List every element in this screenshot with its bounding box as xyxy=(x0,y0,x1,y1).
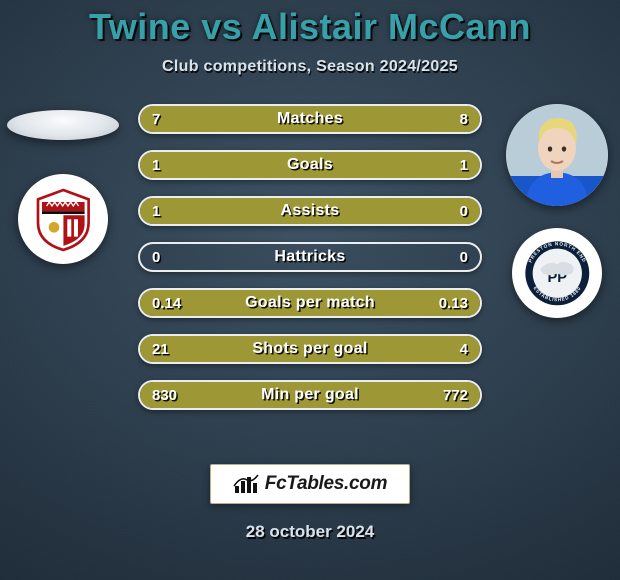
player-left-photo xyxy=(7,110,119,140)
brand-badge: FcTables.com xyxy=(210,464,410,504)
player-left-column xyxy=(8,104,118,264)
stat-label: Assists xyxy=(140,198,480,224)
footer: FcTables.com 28 october 2024 xyxy=(0,464,620,542)
date-text: 28 october 2024 xyxy=(246,522,375,542)
player-right-column: PP PRESTON NORTH END ESTABLISHED 1880 xyxy=(502,104,612,318)
bars-icon xyxy=(233,473,259,495)
club-crest-right: PP PRESTON NORTH END ESTABLISHED 1880 xyxy=(512,228,602,318)
bristol-city-crest-icon xyxy=(30,186,97,253)
comparison-card: Twine vs Alistair McCann Club competitio… xyxy=(0,0,620,580)
stat-label: Matches xyxy=(140,106,480,132)
stat-row: 830772Min per goal xyxy=(138,380,482,410)
stat-bars: 78Matches 11Goals 10Assists 00Hattricks 0.14… xyxy=(138,104,482,426)
stat-label: Goals per match xyxy=(140,290,480,316)
stat-label: Shots per goal xyxy=(140,336,480,362)
subtitle: Club competitions, Season 2024/2025 xyxy=(0,58,620,76)
stat-label: Hattricks xyxy=(140,244,480,270)
stat-label: Goals xyxy=(140,152,480,178)
brand-text: FcTables.com xyxy=(265,473,387,495)
stats-area: PP PRESTON NORTH END ESTABLISHED 1880 78… xyxy=(0,104,620,424)
stat-row: 10Assists xyxy=(138,196,482,226)
stat-label: Min per goal xyxy=(140,382,480,408)
club-crest-left xyxy=(18,174,108,264)
preston-crest-icon: PP PRESTON NORTH END ESTABLISHED 1880 xyxy=(524,240,591,307)
stat-row: 11Goals xyxy=(138,150,482,180)
player-right-photo xyxy=(506,104,608,206)
stat-row: 78Matches xyxy=(138,104,482,134)
stat-row: 214Shots per goal xyxy=(138,334,482,364)
stat-row: 0.140.13Goals per match xyxy=(138,288,482,318)
stat-row: 00Hattricks xyxy=(138,242,482,272)
page-title: Twine vs Alistair McCann xyxy=(0,6,620,48)
